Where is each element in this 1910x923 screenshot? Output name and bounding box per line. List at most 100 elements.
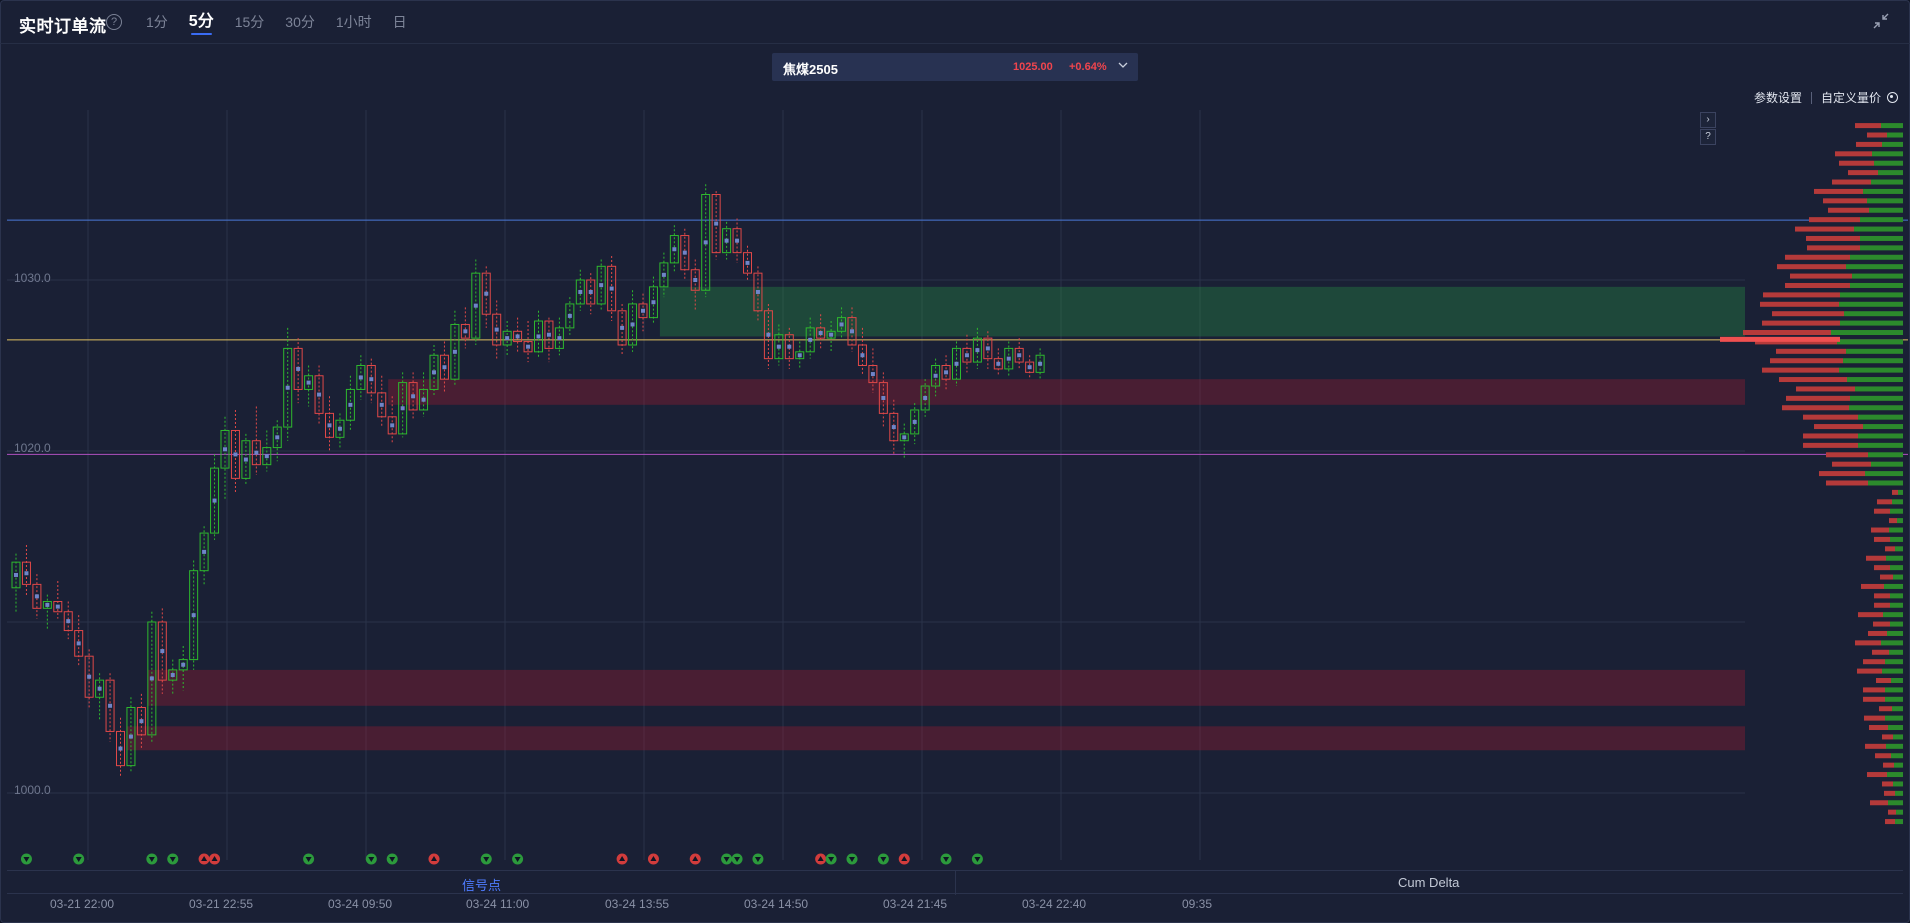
candle-body xyxy=(805,327,815,353)
tab-cum-delta[interactable]: Cum Delta xyxy=(1398,875,1460,890)
volume-profile-sell xyxy=(1743,330,1831,336)
volume-profile-sell xyxy=(1762,320,1840,326)
top-bar: 实时订单流 ? 1分 5分 15分 30分 1小时 日 xyxy=(0,0,1910,44)
instrument-change: +0.64% xyxy=(1069,61,1107,73)
chart-options: 参数设置 自定义量价 xyxy=(1754,89,1898,106)
poc-marker xyxy=(212,498,217,503)
candle-body xyxy=(952,347,961,380)
volume-profile-buy xyxy=(1854,226,1903,232)
candle-body xyxy=(157,621,167,681)
candle-body xyxy=(116,730,125,767)
candle-body xyxy=(596,265,606,305)
triangle-down-icon xyxy=(169,857,176,862)
candle-body xyxy=(554,327,564,349)
poc-marker xyxy=(557,336,562,341)
poc-marker xyxy=(620,325,625,330)
poc-marker xyxy=(1017,353,1022,358)
poc-marker xyxy=(139,719,144,724)
volume-profile-sell xyxy=(1863,696,1885,702)
volume-profile-buy xyxy=(1883,612,1903,618)
triangle-down-icon xyxy=(943,857,950,862)
candle-body xyxy=(711,194,721,254)
volume-profile-buy xyxy=(1887,630,1903,636)
poc-marker xyxy=(609,286,614,291)
candle-body xyxy=(74,630,84,657)
candle-body xyxy=(241,440,251,479)
volume-profile-sell xyxy=(1803,414,1858,420)
volume-profile-sell xyxy=(1803,442,1858,448)
y-tick-label: 1020.0 xyxy=(14,441,51,455)
tab-30min[interactable]: 30分 xyxy=(285,14,315,30)
candle-body xyxy=(178,659,188,671)
volume-profile-sell xyxy=(1874,508,1890,514)
candle-body xyxy=(826,330,836,339)
candle-body xyxy=(565,303,575,329)
poc-marker xyxy=(912,419,917,424)
candle-body xyxy=(439,354,449,380)
triangle-up-icon xyxy=(817,856,824,861)
volume-profile-buy xyxy=(1860,217,1903,223)
tab-15min[interactable]: 15分 xyxy=(234,14,265,30)
volume-profile-buy xyxy=(1850,254,1903,260)
triangle-up-icon xyxy=(650,856,657,861)
candle-body xyxy=(889,412,899,442)
volume-profile-sell xyxy=(1869,725,1888,731)
support-zone xyxy=(388,379,1746,405)
volume-profile-buy xyxy=(1894,762,1903,768)
volume-profile-sell xyxy=(1863,659,1885,665)
poc-marker xyxy=(181,662,186,667)
volume-profile-buy xyxy=(1846,264,1903,270)
custom-price-volume-link[interactable]: 自定义量价 xyxy=(1820,91,1881,105)
expand-panel-button[interactable]: › xyxy=(1700,112,1716,128)
collapse-icon[interactable] xyxy=(1872,12,1890,30)
volume-profile-sell xyxy=(1876,677,1891,683)
help-icon[interactable]: ? xyxy=(106,14,122,30)
panel-help-button[interactable]: ? xyxy=(1700,129,1716,145)
volume-profile-buy xyxy=(1890,621,1903,627)
poc-marker xyxy=(421,397,426,402)
candle-body xyxy=(513,330,523,343)
poc-marker xyxy=(661,272,666,277)
volume-profile-sell xyxy=(1782,405,1849,411)
volume-profile-buy xyxy=(1887,132,1903,138)
params-settings-link[interactable]: 参数设置 xyxy=(1753,91,1802,105)
volume-profile-buy xyxy=(1868,480,1903,486)
volume-profile-buy xyxy=(1886,743,1903,749)
tab-5min[interactable]: 5分 xyxy=(189,13,214,35)
volume-profile-sell xyxy=(1866,555,1886,561)
poc-marker xyxy=(400,406,405,411)
volume-profile-sell xyxy=(1867,132,1887,138)
poc-marker xyxy=(850,329,854,334)
poc-marker xyxy=(254,450,259,455)
poc-marker xyxy=(714,221,719,226)
volume-profile-sell xyxy=(1872,649,1889,655)
candle-body xyxy=(795,351,805,360)
poc-marker xyxy=(515,334,520,339)
poc-marker xyxy=(599,283,604,288)
tab-1min[interactable]: 1分 xyxy=(146,14,168,30)
poc-marker xyxy=(317,392,322,397)
candle-body xyxy=(743,252,752,274)
volume-profile-buy xyxy=(1850,282,1903,288)
poc-marker xyxy=(87,674,92,679)
volume-profile-sell xyxy=(1874,565,1890,571)
tab-day[interactable]: 日 xyxy=(392,14,407,30)
volume-profile-sell xyxy=(1874,593,1890,599)
volume-profile-buy xyxy=(1884,583,1903,589)
candle-body xyxy=(42,600,52,609)
candle-body xyxy=(983,337,993,360)
poc-marker xyxy=(735,238,740,243)
instrument-select[interactable]: 焦煤2505 1025.00 +0.64% xyxy=(772,53,1138,81)
triangle-down-icon xyxy=(305,857,312,862)
volume-profile-buy xyxy=(1893,734,1903,740)
volume-profile-sell xyxy=(1884,790,1895,796)
volume-profile-sell xyxy=(1777,264,1846,270)
candle-body xyxy=(53,600,63,613)
volume-profile-sell xyxy=(1883,762,1894,768)
tab-1hour[interactable]: 1小时 xyxy=(335,14,372,30)
volume-profile-buy xyxy=(1898,489,1903,495)
settings-icon[interactable] xyxy=(1887,92,1898,103)
tab-signals[interactable]: 信号点 xyxy=(462,878,502,893)
volume-profile-buy xyxy=(1888,725,1903,731)
